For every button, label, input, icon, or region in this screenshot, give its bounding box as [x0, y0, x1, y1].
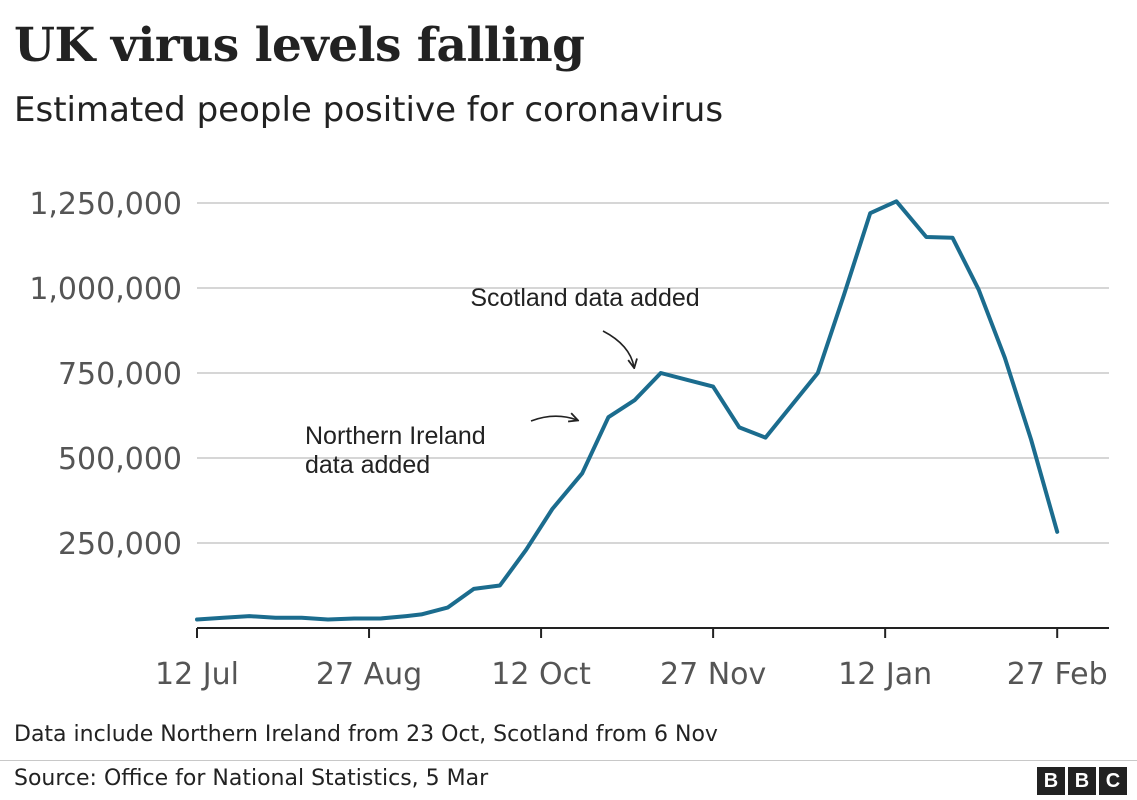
data-point — [894, 199, 898, 203]
data-point — [977, 288, 981, 292]
data-point — [221, 616, 225, 620]
annotation-line: Northern Ireland — [305, 422, 486, 450]
bbc-logo-letter: C — [1099, 767, 1127, 795]
x-tick-label: 12 Oct — [491, 657, 591, 692]
data-point — [352, 616, 356, 620]
annotation-line: data added — [305, 451, 430, 479]
data-point — [737, 425, 741, 429]
bbc-logo-letter: B — [1037, 767, 1065, 795]
data-point — [274, 616, 278, 620]
x-tick-label: 12 Jan — [838, 657, 932, 692]
data-point — [498, 584, 502, 587]
chart-title: UK virus levels falling — [14, 18, 585, 73]
data-point — [685, 378, 689, 382]
data-point — [550, 507, 554, 511]
y-tick-label: 750,000 — [58, 357, 182, 392]
data-point — [790, 403, 794, 407]
data-point — [472, 587, 476, 591]
data-point — [419, 612, 423, 616]
x-tick-label: 27 Aug — [316, 657, 422, 692]
y-tick-label: 500,000 — [58, 442, 182, 477]
data-point — [247, 614, 251, 618]
source-note: Source: Office for National Statistics, … — [14, 766, 489, 791]
data-point — [842, 293, 846, 297]
annotation-northern-ireland: Northern Ireland data added — [305, 422, 486, 479]
data-point — [378, 616, 382, 620]
data-point — [606, 415, 610, 419]
data-point — [446, 606, 450, 610]
bbc-logo-letter: B — [1068, 767, 1096, 795]
data-point — [524, 548, 528, 552]
data-point — [633, 398, 637, 402]
data-point — [659, 371, 663, 375]
data-point — [1055, 530, 1059, 534]
bbc-logo: B B C — [1037, 767, 1127, 795]
y-tick-label: 1,000,000 — [29, 272, 182, 307]
annotation-arrow — [530, 416, 577, 421]
x-tick-label: 27 Nov — [660, 657, 766, 692]
line-chart: 250,000 500,000 750,000 1,000,000 1,250,000 1… — [29, 187, 1109, 692]
x-tick-label: 12 Jul — [155, 657, 239, 692]
data-point — [300, 616, 304, 620]
y-tick-label: 250,000 — [58, 527, 182, 562]
y-tick-label: 1,250,000 — [29, 187, 182, 222]
data-point — [404, 614, 408, 618]
data-point — [326, 618, 330, 621]
annotation-scotland: Scotland data added — [470, 284, 699, 312]
data-point — [711, 385, 715, 389]
chart-subtitle: Estimated people positive for coronaviru… — [14, 90, 724, 130]
data-point — [868, 211, 872, 215]
data-point — [1003, 356, 1007, 360]
data-point — [195, 618, 199, 621]
annotation-arrow — [602, 330, 634, 367]
data-point — [1029, 437, 1033, 441]
data-point — [816, 371, 820, 375]
x-tick-label: 27 Feb — [1007, 657, 1108, 692]
data-point — [763, 436, 767, 440]
data-point — [950, 236, 954, 240]
data-point — [924, 235, 928, 239]
chart-footnote: Data include Northern Ireland from 23 Oc… — [14, 722, 718, 747]
data-point — [580, 471, 584, 475]
footer-divider — [0, 760, 1137, 761]
series-line — [195, 199, 1060, 622]
